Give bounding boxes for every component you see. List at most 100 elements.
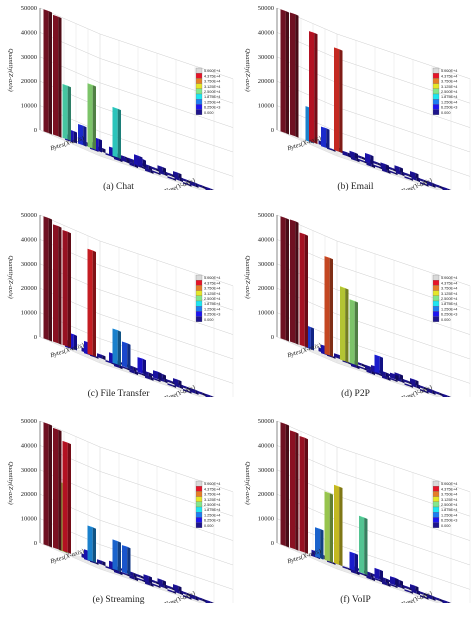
bar-top bbox=[190, 594, 199, 598]
bar-side bbox=[363, 367, 367, 371]
bar-top bbox=[389, 170, 398, 174]
legend-swatch bbox=[432, 517, 440, 523]
bar-side bbox=[178, 585, 182, 592]
legend-swatch bbox=[195, 300, 203, 307]
bar-top bbox=[150, 579, 159, 583]
z-tick-label: 20000 bbox=[21, 78, 37, 85]
bar-top bbox=[356, 361, 365, 365]
bar-chart-3d: 0 10000 20000 30000 40000 50000 Quantity(Z-axi… bbox=[244, 212, 471, 397]
legend-swatch bbox=[195, 496, 203, 502]
bar-side bbox=[178, 379, 182, 386]
floor-bar bbox=[418, 384, 427, 391]
bar-face bbox=[418, 384, 424, 389]
bar-side bbox=[387, 582, 391, 587]
bar-top bbox=[403, 172, 412, 176]
color-legend: 5.000E+44.375E+4 3.750E+43.125E+42.500E+4… bbox=[432, 480, 457, 528]
bar-side bbox=[172, 178, 176, 181]
z-tick-label: 10000 bbox=[258, 310, 274, 317]
bar-face bbox=[358, 158, 364, 163]
gridline bbox=[330, 566, 441, 603]
bar-side bbox=[395, 577, 399, 587]
bar-top bbox=[87, 525, 96, 529]
legend-swatch bbox=[195, 311, 203, 317]
bar-chart-3d: 0 10000 20000 30000 40000 50000 Quantity(Z-axi… bbox=[244, 418, 471, 603]
bar-chart-3d: 0 10000 20000 30000 40000 50000 Quantity(Z-axi… bbox=[244, 5, 471, 190]
data-bar bbox=[324, 256, 333, 357]
floor-bar bbox=[351, 569, 360, 576]
data-bar bbox=[122, 341, 131, 370]
bar-top bbox=[62, 230, 71, 234]
legend-label: 3.750E+4 bbox=[204, 493, 220, 497]
data-bar bbox=[122, 545, 131, 576]
bar-side bbox=[188, 390, 192, 394]
z-tick-label: 0 bbox=[34, 127, 37, 134]
bar-face bbox=[152, 377, 158, 381]
bar-chart-3d: 0 10000 20000 30000 40000 50000 Quantity(Z-axi… bbox=[7, 418, 234, 603]
floor-bar bbox=[442, 393, 451, 397]
bar-side bbox=[119, 364, 123, 370]
legend-label: 1.875E+4 bbox=[204, 302, 220, 306]
bar-top bbox=[197, 183, 206, 187]
legend-label: 3.125E+4 bbox=[441, 498, 457, 502]
legend-label: 3.750E+4 bbox=[204, 80, 220, 84]
bar-side bbox=[285, 424, 289, 548]
legend-label: 4.375E+4 bbox=[441, 74, 457, 78]
bar-side bbox=[363, 160, 367, 164]
bar-side bbox=[117, 330, 121, 366]
bar-top bbox=[372, 160, 381, 164]
bar-face bbox=[420, 389, 426, 393]
bar-top bbox=[53, 14, 62, 19]
gridline bbox=[39, 7, 234, 80]
bar-side bbox=[409, 385, 413, 388]
floor-bar bbox=[403, 585, 412, 591]
bar-top bbox=[349, 551, 358, 555]
legend-swatch bbox=[432, 67, 440, 74]
legend-label: 0.000 bbox=[204, 524, 214, 528]
bar-face bbox=[382, 167, 388, 173]
floor-bar bbox=[442, 186, 451, 190]
floor-bar bbox=[173, 378, 182, 386]
legend-swatch bbox=[195, 491, 203, 497]
chart-panel-streaming: 0 10000 20000 30000 40000 50000 Quantity(Z-axi… bbox=[0, 413, 237, 619]
legend-swatch bbox=[432, 506, 440, 513]
data-bar bbox=[87, 83, 96, 150]
legend-swatch bbox=[195, 501, 203, 508]
bar-side bbox=[134, 163, 138, 169]
legend-swatch bbox=[195, 506, 203, 513]
bar-face bbox=[137, 157, 143, 167]
z-tick-label: 0 bbox=[271, 334, 274, 341]
z-tick-label: 10000 bbox=[258, 103, 274, 110]
bar-face bbox=[404, 176, 410, 180]
bar-side bbox=[95, 562, 99, 565]
bar-top bbox=[183, 595, 192, 599]
z-tick-label: 0 bbox=[34, 540, 37, 547]
bar-side bbox=[155, 168, 159, 172]
bar-side bbox=[339, 486, 343, 567]
bar-face bbox=[136, 164, 142, 168]
z-tick-label: 40000 bbox=[258, 29, 274, 36]
bar-face bbox=[280, 216, 286, 341]
bar-top bbox=[167, 383, 176, 387]
floor-bar bbox=[205, 186, 214, 190]
floor-bar bbox=[166, 585, 175, 591]
bar-side bbox=[73, 334, 77, 351]
bar-face bbox=[299, 232, 305, 347]
bar-side bbox=[157, 585, 161, 589]
bar-side bbox=[392, 168, 396, 172]
bar-top bbox=[373, 164, 382, 168]
z-axis-title: Quantity(Z-axis) bbox=[244, 255, 251, 298]
bar-side bbox=[304, 234, 308, 348]
bar-top bbox=[136, 577, 145, 581]
bar-top bbox=[157, 165, 166, 169]
bar-face bbox=[112, 328, 118, 365]
bar-face bbox=[342, 150, 348, 157]
legend-label: 6.250E+3 bbox=[441, 519, 457, 523]
gridline bbox=[276, 7, 471, 80]
data-bar bbox=[290, 219, 299, 345]
bar-side bbox=[148, 576, 152, 584]
legend-swatch bbox=[195, 522, 203, 528]
legend-swatch bbox=[195, 78, 203, 84]
bar-top bbox=[418, 384, 427, 389]
bar-top bbox=[197, 390, 206, 394]
data-bar bbox=[309, 31, 318, 145]
